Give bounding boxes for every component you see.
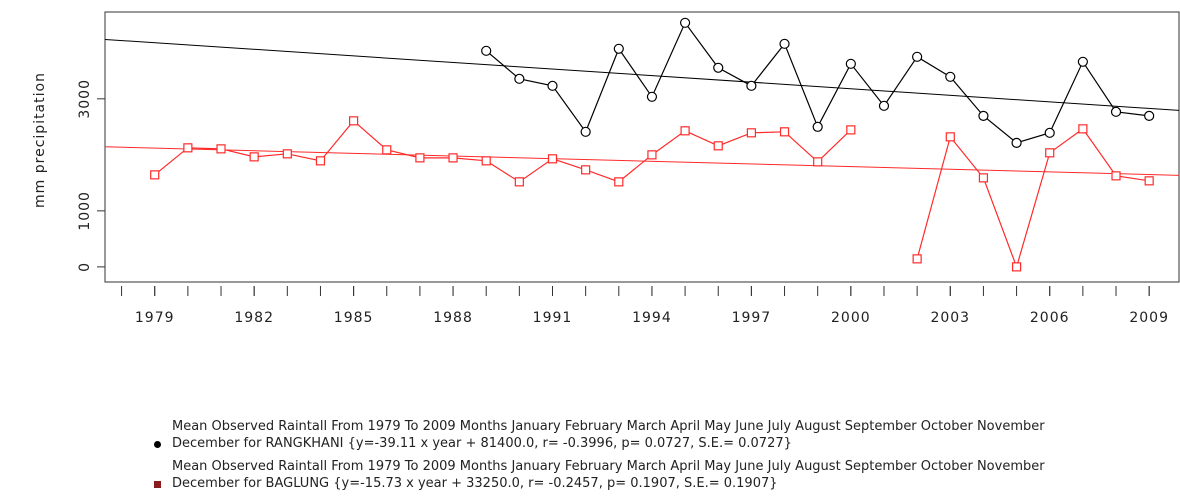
marker: [1044, 127, 1055, 138]
marker: [481, 45, 492, 56]
marker: [448, 153, 458, 163]
marker: [1144, 110, 1155, 121]
marker: [282, 149, 292, 159]
marker: [846, 125, 856, 135]
trend-line: [104, 38, 1180, 111]
marker: [1111, 171, 1121, 181]
legend-label: Mean Observed Raintall From 1979 To 2009…: [172, 419, 1045, 451]
legend-entry: Mean Observed Raintall From 1979 To 2009…: [150, 418, 1150, 452]
marker: [580, 126, 591, 137]
marker: [746, 80, 757, 91]
marker: [845, 58, 856, 69]
marker: [680, 126, 690, 136]
marker: [679, 17, 691, 28]
marker: [1144, 176, 1154, 186]
marker: [912, 51, 923, 62]
marker: [713, 62, 724, 73]
marker: [415, 153, 425, 163]
x-tick-label: 1994: [632, 310, 672, 326]
x-tick-label: 1979: [135, 310, 175, 326]
marker: [1110, 106, 1122, 117]
marker: [978, 110, 989, 121]
y-tick-label: 1000: [77, 191, 93, 231]
marker: [978, 173, 989, 183]
x-tick-label: 2000: [831, 310, 871, 326]
marker: [945, 132, 955, 142]
x-tick-label: 1982: [234, 310, 274, 326]
x-tick-label: 1991: [533, 310, 573, 326]
x-tick-label: 1997: [732, 310, 772, 326]
x-tick-label: 2003: [930, 310, 970, 326]
marker: [1045, 148, 1055, 158]
marker: [813, 157, 823, 167]
marker: [912, 254, 922, 264]
marker: [647, 150, 657, 160]
legend: Mean Observed Raintall From 1979 To 2009…: [150, 418, 1150, 498]
x-tick-label: 2009: [1129, 310, 1169, 326]
x-tick-label: 2006: [1030, 310, 1070, 326]
marker: [1011, 137, 1022, 148]
marker: [779, 38, 790, 49]
x-tick-label: 1985: [334, 310, 374, 326]
marker: [216, 144, 226, 154]
y-tick-label: 3000: [77, 79, 93, 119]
legend-swatch: [154, 481, 161, 488]
marker: [249, 152, 259, 162]
x-tick-label: 1988: [433, 310, 473, 326]
marker: [514, 73, 525, 84]
legend-swatch: [154, 441, 161, 448]
legend-label: Mean Observed Raintall From 1979 To 2009…: [172, 459, 1045, 491]
marker: [746, 128, 756, 138]
marker: [150, 170, 160, 180]
marker: [613, 43, 624, 54]
marker: [614, 177, 624, 187]
marker: [646, 91, 658, 102]
marker: [349, 116, 359, 126]
y-axis-label: mm precipitation: [32, 72, 48, 208]
marker: [547, 154, 558, 164]
marker: [514, 177, 524, 187]
y-tick-label: 0: [77, 262, 93, 272]
marker: [878, 100, 890, 111]
legend-entry: Mean Observed Raintall From 1979 To 2009…: [150, 458, 1150, 492]
marker: [779, 127, 790, 137]
marker: [713, 141, 723, 151]
marker: [382, 145, 392, 155]
trend-line: [104, 146, 1180, 176]
series-line: [154, 119, 1150, 269]
marker: [1077, 56, 1088, 67]
marker: [315, 156, 326, 166]
marker: [547, 80, 558, 91]
marker: [812, 121, 823, 132]
marker: [1011, 262, 1022, 272]
marker: [945, 71, 956, 82]
marker: [581, 165, 591, 175]
marker: [481, 156, 491, 166]
marker: [1078, 124, 1088, 134]
marker: [183, 143, 193, 153]
